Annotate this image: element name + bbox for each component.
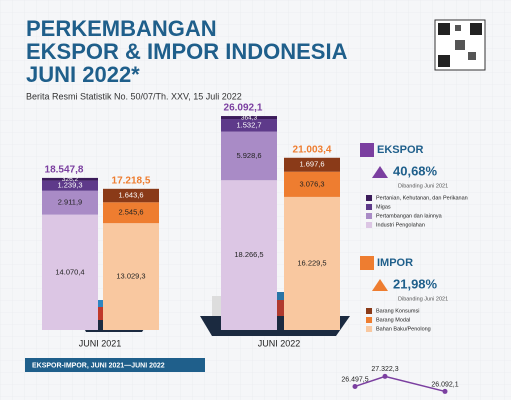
value-label: 326,2 — [62, 176, 79, 183]
mini-value-label: 27.322,3 — [371, 366, 398, 373]
mini-point — [352, 383, 358, 389]
legend-label: Pertambangan dan lainnya — [376, 213, 443, 219]
x-tick-label: JUNI 2021 — [79, 338, 122, 348]
bar-segment — [284, 171, 340, 197]
change-arrow — [372, 166, 388, 178]
legend-swatch — [366, 195, 372, 201]
x-tick-label: JUNI 2022 — [258, 338, 301, 348]
panel-badge — [360, 256, 374, 270]
panel-note: Dibanding Juni 2021 — [398, 296, 448, 302]
legend-label: Pertanian, Kehutanan, dan Perikanan — [376, 195, 468, 201]
legend-label: Barang Konsumsi — [376, 308, 419, 314]
legend-swatch — [366, 317, 372, 323]
panel-change: 21,98% — [393, 276, 438, 291]
bar-segment — [103, 188, 159, 203]
legend-label: Barang Modal — [376, 317, 410, 323]
value-label: 1.643,6 — [118, 191, 143, 200]
title-line: PERKEMBANGAN — [26, 16, 217, 41]
value-label: 18.266,5 — [234, 250, 263, 259]
value-label: 1.532,7 — [236, 120, 261, 129]
value-label: 1.239,3 — [57, 181, 82, 190]
total-label: 17.218,5 — [112, 175, 151, 186]
subtitle: Berita Resmi Statistik No. 50/07/Th. XXV… — [26, 91, 242, 101]
value-label: 5.928,6 — [236, 151, 261, 160]
change-arrow — [372, 279, 388, 291]
bar-segment — [284, 157, 340, 172]
value-label: 14.070,4 — [55, 267, 84, 276]
title-line: EKSPOR & IMPOR INDONESIA — [26, 39, 348, 64]
value-label: 1.697,6 — [299, 160, 324, 169]
panel-note: Dibanding Juni 2021 — [398, 183, 448, 189]
value-label: 364,3 — [241, 114, 258, 121]
bar-segment — [221, 119, 277, 132]
bar-segment — [221, 180, 277, 330]
value-label: 2.545,6 — [118, 208, 143, 217]
panel-badge — [360, 143, 374, 157]
qr-code — [434, 19, 486, 71]
value-label: 13.029,3 — [116, 272, 145, 281]
bar-segment — [284, 196, 340, 330]
panel-change: 40,68% — [393, 163, 438, 178]
legend-swatch — [366, 326, 372, 332]
total-label: 21.003,4 — [293, 144, 332, 155]
legend-label: Migas — [376, 204, 391, 210]
title-line: JUNI 2022* — [26, 62, 140, 87]
legend-swatch — [366, 222, 372, 228]
bar-segment — [42, 214, 98, 330]
value-label: 2.911,9 — [58, 198, 82, 207]
panel-label: IMPOR — [377, 257, 413, 269]
value-label: 3.076,3 — [299, 179, 324, 188]
legend-swatch — [366, 308, 372, 314]
total-label: 18.547,8 — [45, 165, 84, 176]
bar-segment — [103, 202, 159, 224]
bar-segment — [42, 190, 98, 215]
bar-segment — [42, 180, 98, 191]
value-label: 16.229,5 — [297, 258, 326, 267]
mini-value-label: 26.092,1 — [431, 381, 458, 388]
legend-label: Bahan Baku/Penolong — [376, 326, 431, 332]
mini-value-label: 26.497,5 — [341, 376, 368, 383]
mini-chart-banner — [25, 358, 205, 372]
bar-segment — [221, 131, 277, 181]
panel-label: EKSPOR — [377, 144, 424, 156]
mini-point — [382, 373, 388, 379]
bar-segment — [221, 116, 277, 120]
bar-segment — [42, 177, 98, 181]
mini-point — [442, 388, 448, 394]
legend-swatch — [366, 213, 372, 219]
total-label: 26.092,1 — [224, 103, 263, 114]
legend-swatch — [366, 204, 372, 210]
mini-chart-title: EKSPOR-IMPOR, JUNI 2021—JUNI 2022 — [32, 362, 165, 369]
legend-label: Industri Pengolahan — [376, 222, 425, 228]
bar-segment — [103, 223, 159, 330]
